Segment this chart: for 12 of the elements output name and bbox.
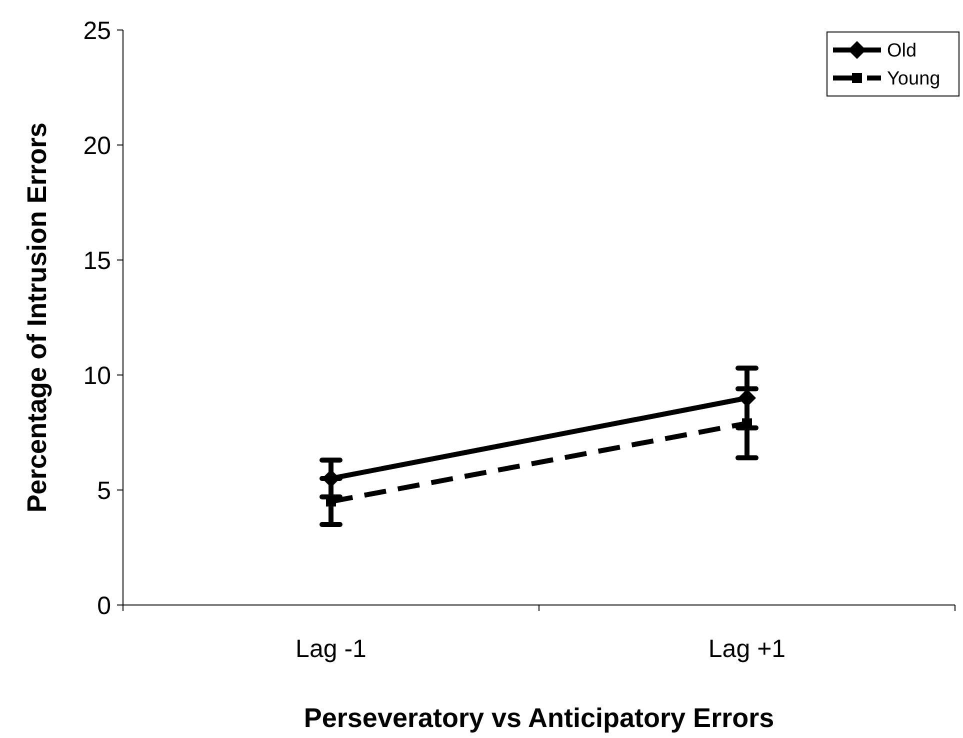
x-tick-label: Lag -1 <box>296 635 366 663</box>
y-tick-label: 5 <box>97 476 111 505</box>
x-tick-label: Lag +1 <box>708 635 786 663</box>
y-tick-label: 10 <box>83 362 111 390</box>
legend-label: Old <box>887 40 917 62</box>
y-tick-label: 0 <box>97 592 111 620</box>
y-tick-label: 25 <box>83 16 111 45</box>
y-tick-label: 15 <box>83 246 111 275</box>
legend-label: Young <box>887 68 940 90</box>
y-tick-label: 20 <box>83 132 111 160</box>
x-axis-title: Perseveratory vs Anticipatory Errors <box>304 703 774 733</box>
y-axis-title: Percentage of Intrusion Errors <box>22 122 52 513</box>
